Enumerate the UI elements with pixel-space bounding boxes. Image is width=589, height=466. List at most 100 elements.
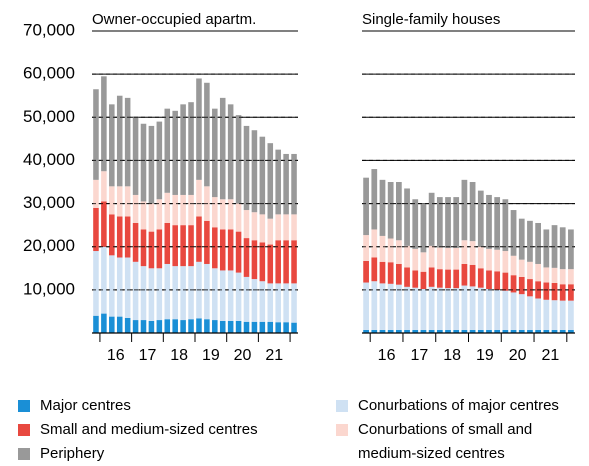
bar-segment bbox=[510, 275, 517, 293]
bar-segment bbox=[494, 329, 501, 333]
bar-segment bbox=[204, 220, 210, 264]
bar-segment bbox=[412, 329, 419, 333]
bar-segment bbox=[445, 248, 451, 270]
bar-segment bbox=[494, 197, 501, 250]
bar-segment bbox=[188, 194, 194, 226]
bar-segment bbox=[404, 188, 410, 246]
bar-segment bbox=[267, 244, 274, 284]
panel-title: Single-family houses bbox=[362, 11, 500, 28]
bar-segment bbox=[140, 201, 147, 230]
bar-segment bbox=[559, 269, 566, 285]
bar-segment bbox=[132, 222, 139, 262]
bar-segment bbox=[461, 179, 468, 241]
bar-segment bbox=[291, 283, 297, 323]
bar-segment bbox=[412, 248, 419, 271]
bar-segment bbox=[291, 322, 297, 333]
bar-segment bbox=[204, 82, 210, 187]
bar-segment bbox=[518, 294, 525, 330]
bar-segment bbox=[363, 329, 369, 333]
bar-segment bbox=[379, 329, 386, 333]
bar-segment bbox=[502, 329, 509, 333]
bar-segment bbox=[275, 322, 281, 333]
bar-segment bbox=[267, 321, 274, 333]
bar-segment bbox=[132, 261, 139, 321]
bar-segment bbox=[568, 269, 574, 285]
bar-segment bbox=[180, 320, 186, 333]
bar-segment bbox=[227, 229, 234, 271]
bar-segment bbox=[172, 225, 178, 267]
bar-segment bbox=[420, 288, 427, 330]
bar-segment bbox=[568, 229, 574, 270]
x-tick-label: 18 bbox=[443, 347, 461, 364]
legend-swatch bbox=[18, 424, 30, 436]
bar-segment bbox=[148, 203, 155, 232]
bar-segment bbox=[124, 216, 131, 258]
bar-segment bbox=[101, 171, 107, 202]
bar-segment bbox=[436, 247, 443, 270]
bar-segment bbox=[212, 197, 218, 228]
bar-segment bbox=[259, 242, 266, 282]
bar-segment bbox=[486, 288, 492, 330]
bar-segment bbox=[283, 240, 289, 284]
bar-segment bbox=[518, 329, 525, 333]
bar-segment bbox=[188, 102, 194, 195]
x-tick-label: 21 bbox=[542, 347, 560, 364]
bar-segment bbox=[527, 279, 533, 297]
x-tick-label: 18 bbox=[170, 347, 188, 364]
x-tick-label: 19 bbox=[202, 347, 220, 364]
bar-segment bbox=[535, 329, 542, 333]
legend-label: Small and medium-sized centres bbox=[40, 421, 258, 438]
bar-segment bbox=[568, 284, 574, 301]
x-tick-label: 16 bbox=[378, 347, 396, 364]
bar-segment bbox=[502, 251, 509, 273]
bar-segment bbox=[140, 229, 147, 267]
bar-segment bbox=[477, 268, 484, 288]
bar-segment bbox=[379, 283, 386, 330]
bar-segment bbox=[101, 76, 107, 172]
bar-segment bbox=[428, 329, 435, 333]
bar-segment bbox=[148, 320, 155, 333]
bar-segment bbox=[379, 261, 386, 284]
y-tick-label: 50,000 bbox=[23, 107, 75, 126]
bar-segment bbox=[510, 292, 517, 330]
x-tick-label: 17 bbox=[139, 347, 157, 364]
bar-segment bbox=[551, 329, 558, 333]
bar-segment bbox=[412, 199, 419, 249]
bar-segment bbox=[486, 194, 492, 249]
bar-segment bbox=[267, 283, 274, 322]
bar-segment bbox=[291, 214, 297, 241]
bar-segment bbox=[469, 286, 476, 330]
bar-segment bbox=[235, 320, 242, 333]
bar-segment bbox=[188, 266, 194, 320]
bar-segment bbox=[235, 231, 242, 273]
bar-segment bbox=[502, 272, 509, 291]
y-tick-label: 30,000 bbox=[23, 193, 75, 212]
bar-segment bbox=[93, 89, 99, 180]
bar-segment bbox=[148, 231, 155, 269]
bar-segment bbox=[164, 263, 171, 320]
bar-segment bbox=[283, 322, 289, 333]
bar-segment bbox=[116, 316, 123, 333]
bar-segment bbox=[436, 287, 443, 330]
bar-segment bbox=[453, 288, 460, 330]
bar-segment bbox=[412, 287, 419, 330]
bar-segment bbox=[243, 238, 250, 277]
legend-label: Major centres bbox=[40, 397, 131, 414]
bar-segment bbox=[379, 179, 386, 236]
bar-segment bbox=[283, 214, 289, 241]
bar-segment bbox=[527, 329, 533, 333]
bar-segment bbox=[477, 287, 484, 330]
bar-segment bbox=[486, 248, 492, 271]
bar-segment bbox=[212, 108, 218, 198]
bar-segment bbox=[180, 194, 186, 226]
bar-segment bbox=[116, 257, 123, 317]
y-tick-label: 10,000 bbox=[23, 279, 75, 298]
bar-segment bbox=[164, 192, 171, 223]
bar-segment bbox=[101, 313, 107, 333]
bar-segment bbox=[188, 225, 194, 267]
bar-segment bbox=[510, 255, 517, 276]
bar-segment bbox=[494, 249, 501, 272]
x-tick-label: 20 bbox=[509, 347, 527, 364]
bar-segment bbox=[527, 220, 533, 262]
bar-segment bbox=[461, 240, 468, 264]
